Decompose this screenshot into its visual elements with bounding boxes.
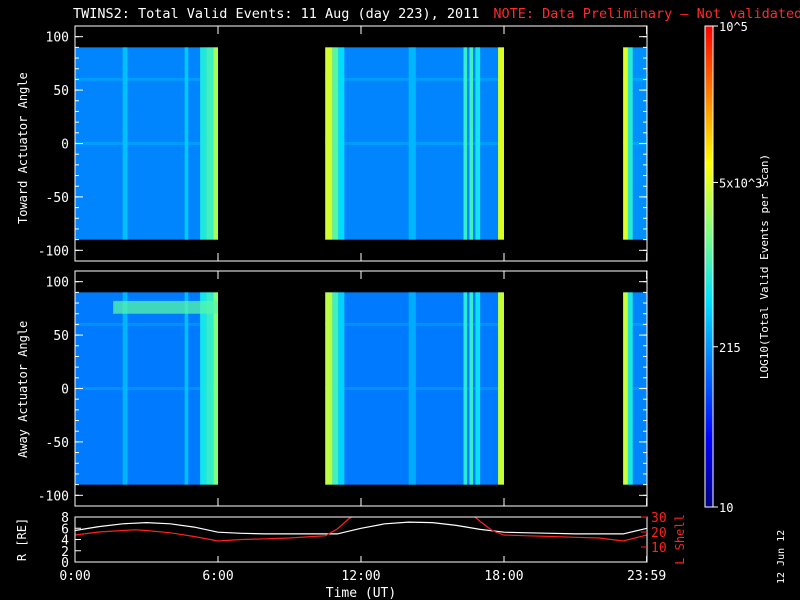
mid-feature-0 (113, 300, 218, 314)
top-strip-0-0 (75, 142, 218, 145)
mid-band-1-5 (469, 292, 474, 485)
ephemeris-y2label: L Shell (673, 514, 687, 565)
colorbar-tick-label-0: 10 (719, 501, 733, 515)
top-band-0-2 (200, 47, 207, 240)
top-ytick-label-1: -50 (46, 191, 69, 206)
preliminary-note: NOTE: Data Preliminary — Not validated (493, 6, 800, 22)
mid-band-1-3 (408, 292, 416, 485)
ephemeris-ytick-label-1: 2 (61, 545, 69, 560)
toward-angle-panel: -100 -50 0 50 100 (38, 25, 648, 262)
mid-band-0-2 (200, 292, 207, 485)
top-band-1-2 (338, 47, 345, 240)
mid-band-1-1 (332, 292, 339, 485)
colorbar-label: LOG10(Total Valid Events per Scan) (758, 154, 771, 379)
mid-ytick-label-1: -50 (46, 436, 69, 451)
mid-ytick-label-2: 0 (61, 383, 69, 398)
date-stamp: 12 Jun 12 (776, 529, 787, 584)
top-band-0-1 (184, 47, 189, 240)
top-strip-2-1 (623, 77, 647, 81)
x-axis-label: Time (UT) (326, 586, 396, 600)
mid-band-0-1 (184, 292, 189, 485)
ephemeris-ytick-label-4: 8 (61, 511, 69, 526)
ephemeris-y2tick-label-0: 10 (651, 541, 667, 556)
top-ytick-label-3: 50 (53, 84, 69, 99)
top-band-0-4 (213, 47, 218, 240)
colorbar-ramp (704, 25, 714, 508)
mid-band-1-7 (498, 292, 504, 485)
top-band-1-0 (325, 47, 333, 240)
colorbar: 10 215 5x10^3 10^5 LOG10(Total Valid Events … (704, 20, 771, 515)
top-band-2-0 (623, 47, 628, 240)
ephemeris-y2tick-label-1: 20 (651, 526, 667, 541)
top-strip-0-1 (75, 77, 218, 81)
top-band-1-5 (469, 47, 474, 240)
top-ytick-label-0: -100 (38, 244, 69, 259)
chart-title: TWINS2: Total Valid Events: 11 Aug (day … (73, 6, 800, 22)
ephemeris-series-0 (75, 521, 647, 535)
ephemeris-y2tick-label-2: 30 (651, 511, 667, 526)
ephemeris-ytick-label-0: 0 (61, 556, 69, 571)
ephemeris-series-1 (75, 517, 647, 542)
mid-strip-0-1 (75, 322, 218, 326)
mid-band-1-0 (325, 292, 333, 485)
top-band-0-3 (206, 47, 214, 240)
mid-band-0-3 (206, 292, 214, 485)
mid-band-1-2 (338, 292, 345, 485)
away-angle-panel: -100 -50 0 50 100 (38, 270, 648, 507)
mid-band-1-6 (475, 292, 481, 485)
xtick-label-0: 0:00 (59, 569, 90, 584)
mid-ytick-label-4: 100 (46, 276, 69, 291)
top-band-1-4 (463, 47, 468, 240)
title-text: TWINS2: Total Valid Events: 11 Aug (day … (73, 6, 480, 22)
colorbar-tick-label-1: 215 (719, 341, 741, 355)
top-ytick-label-4: 100 (46, 31, 69, 46)
top-band-1-7 (498, 47, 504, 240)
xtick-label-2: 12:00 (341, 569, 380, 584)
ephemeris-ytick-label-3: 6 (61, 522, 69, 537)
top-band-1-1 (332, 47, 339, 240)
top-band-1-6 (475, 47, 481, 240)
xtick-label-1: 6:00 (202, 569, 233, 584)
mid-band-0-4 (213, 292, 218, 485)
top-ytick-label-2: 0 (61, 138, 69, 153)
xtick-label-4: 23:59 (627, 569, 666, 584)
mid-strip-0-0 (75, 387, 218, 390)
ephemeris-ylabel: R [RE] (15, 518, 29, 561)
top-band-0-0 (122, 47, 128, 240)
top-strip-2-0 (623, 142, 647, 145)
mid-band-2-0 (623, 292, 628, 485)
mid-band-0-0 (122, 292, 128, 485)
colorbar-tick-label-2: 5x10^3 (719, 176, 762, 190)
mid-band-2-1 (627, 292, 633, 485)
colorbar-tick-label-3: 10^5 (719, 20, 748, 34)
ephemeris-ytick-label-2: 4 (61, 534, 69, 549)
mid-band-1-4 (463, 292, 468, 485)
mid-strip-2-0 (623, 387, 647, 390)
mid-ytick-label-0: -100 (38, 489, 69, 504)
top-band-1-3 (408, 47, 416, 240)
mid-ytick-label-3: 50 (53, 329, 69, 344)
top-band-2-1 (627, 47, 633, 240)
xtick-label-3: 18:00 (484, 569, 523, 584)
mid-strip-2-1 (623, 322, 647, 326)
